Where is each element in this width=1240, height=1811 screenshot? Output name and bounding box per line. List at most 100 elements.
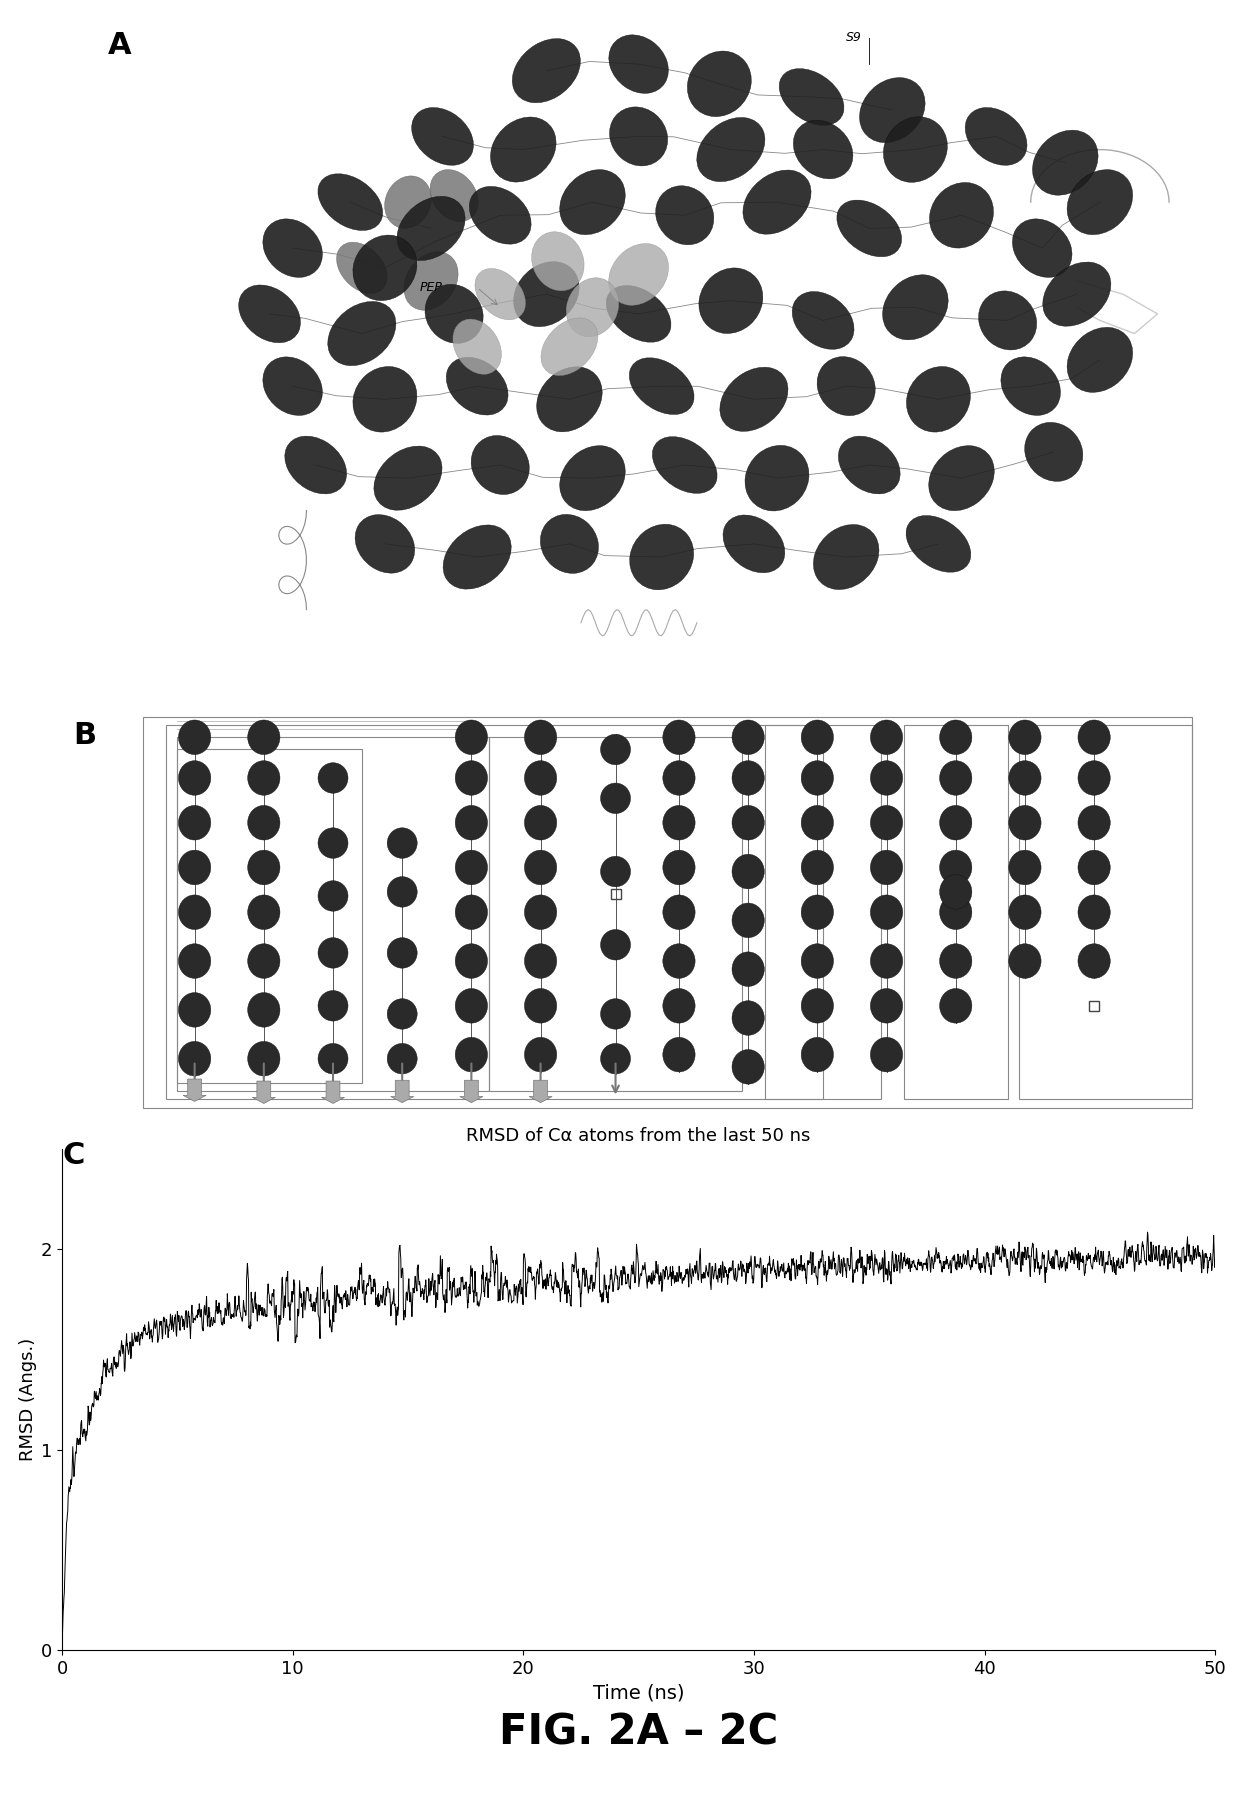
Text: C: C	[62, 1141, 84, 1170]
Ellipse shape	[387, 828, 417, 858]
Ellipse shape	[663, 761, 696, 795]
Ellipse shape	[248, 1041, 280, 1076]
Ellipse shape	[430, 170, 479, 221]
Ellipse shape	[870, 721, 903, 755]
Ellipse shape	[600, 1043, 630, 1074]
Ellipse shape	[1078, 895, 1110, 929]
Ellipse shape	[870, 849, 903, 886]
Ellipse shape	[940, 875, 972, 909]
Ellipse shape	[317, 991, 348, 1021]
Ellipse shape	[248, 806, 280, 840]
Ellipse shape	[610, 107, 667, 167]
Ellipse shape	[263, 357, 322, 415]
Ellipse shape	[317, 938, 348, 969]
Ellipse shape	[870, 895, 903, 929]
Ellipse shape	[1078, 761, 1110, 795]
Ellipse shape	[248, 895, 280, 929]
Text: FIG. 2A – 2C: FIG. 2A – 2C	[498, 1711, 779, 1753]
Ellipse shape	[1078, 849, 1110, 886]
Ellipse shape	[397, 196, 465, 261]
Ellipse shape	[732, 855, 764, 889]
Ellipse shape	[940, 989, 972, 1023]
Ellipse shape	[248, 761, 280, 795]
Ellipse shape	[469, 187, 531, 244]
Ellipse shape	[179, 992, 211, 1027]
Text: S9: S9	[846, 31, 862, 43]
Ellipse shape	[801, 849, 833, 886]
Ellipse shape	[697, 118, 765, 181]
Ellipse shape	[525, 944, 557, 978]
Ellipse shape	[663, 721, 696, 755]
Ellipse shape	[238, 284, 300, 342]
Ellipse shape	[838, 436, 900, 494]
Ellipse shape	[455, 806, 487, 840]
Ellipse shape	[732, 1050, 764, 1085]
Ellipse shape	[1009, 849, 1042, 886]
Ellipse shape	[663, 806, 696, 840]
Ellipse shape	[600, 857, 630, 887]
Ellipse shape	[883, 116, 947, 183]
Ellipse shape	[541, 319, 598, 375]
Ellipse shape	[600, 929, 630, 960]
Ellipse shape	[567, 277, 619, 337]
Ellipse shape	[940, 806, 972, 840]
Ellipse shape	[317, 1043, 348, 1074]
Ellipse shape	[870, 989, 903, 1023]
Ellipse shape	[455, 849, 487, 886]
Ellipse shape	[1078, 944, 1110, 978]
Ellipse shape	[1078, 721, 1110, 755]
Ellipse shape	[455, 989, 487, 1023]
Ellipse shape	[965, 107, 1027, 165]
Ellipse shape	[525, 721, 557, 755]
Ellipse shape	[317, 828, 348, 858]
Ellipse shape	[532, 232, 584, 292]
Ellipse shape	[1009, 721, 1042, 755]
Ellipse shape	[384, 176, 432, 228]
Ellipse shape	[525, 895, 557, 929]
Ellipse shape	[940, 721, 972, 755]
Ellipse shape	[1078, 806, 1110, 840]
Ellipse shape	[443, 525, 511, 589]
Ellipse shape	[663, 849, 696, 886]
Ellipse shape	[929, 446, 994, 511]
Ellipse shape	[732, 953, 764, 987]
Ellipse shape	[906, 516, 971, 572]
Ellipse shape	[663, 895, 696, 929]
Title: RMSD of Cα atoms from the last 50 ns: RMSD of Cα atoms from the last 50 ns	[466, 1126, 811, 1145]
Ellipse shape	[1009, 761, 1042, 795]
Ellipse shape	[387, 1043, 417, 1074]
Ellipse shape	[1009, 806, 1042, 840]
Ellipse shape	[317, 762, 348, 793]
Ellipse shape	[870, 761, 903, 795]
Ellipse shape	[471, 435, 529, 494]
Ellipse shape	[1068, 170, 1132, 235]
Ellipse shape	[870, 944, 903, 978]
Ellipse shape	[801, 1038, 833, 1072]
Ellipse shape	[559, 170, 625, 235]
Ellipse shape	[743, 170, 811, 234]
Ellipse shape	[732, 904, 764, 938]
Ellipse shape	[541, 514, 599, 574]
Ellipse shape	[687, 51, 751, 116]
Ellipse shape	[1009, 895, 1042, 929]
Ellipse shape	[609, 243, 668, 306]
Ellipse shape	[732, 806, 764, 840]
Ellipse shape	[446, 357, 508, 415]
Ellipse shape	[600, 998, 630, 1029]
FancyArrow shape	[529, 1079, 552, 1103]
Ellipse shape	[978, 292, 1037, 350]
Ellipse shape	[859, 78, 925, 143]
Ellipse shape	[179, 944, 211, 978]
Ellipse shape	[870, 1038, 903, 1072]
Ellipse shape	[699, 268, 763, 333]
Ellipse shape	[723, 514, 785, 572]
Ellipse shape	[801, 806, 833, 840]
FancyArrow shape	[460, 1079, 482, 1103]
Ellipse shape	[317, 174, 383, 230]
Ellipse shape	[412, 107, 474, 165]
Ellipse shape	[525, 761, 557, 795]
Ellipse shape	[801, 761, 833, 795]
Ellipse shape	[491, 118, 556, 183]
FancyArrow shape	[252, 1081, 275, 1103]
FancyArrow shape	[321, 1081, 345, 1103]
